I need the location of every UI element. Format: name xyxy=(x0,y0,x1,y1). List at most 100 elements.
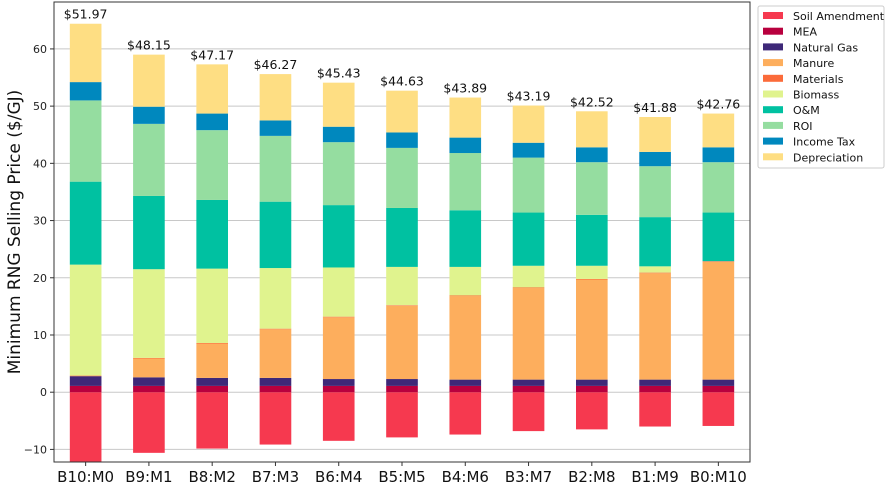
legend-label: Income Tax xyxy=(793,136,856,149)
bar-segment-mea xyxy=(512,385,545,393)
legend-swatch xyxy=(763,137,783,145)
bar-segment-natural-gas xyxy=(702,379,735,386)
bar-segment-roi xyxy=(576,162,608,215)
bar-segment-soil-amendment xyxy=(639,392,671,427)
bar-segment-depreciation xyxy=(196,64,228,114)
bar-segment-manure xyxy=(322,317,355,380)
bar-segment-natural-gas xyxy=(386,379,418,386)
x-tick-label: B7:M3 xyxy=(252,468,299,484)
bar-segment-natural-gas xyxy=(639,379,671,386)
bar-segment-manure xyxy=(196,343,228,378)
total-label: $46.27 xyxy=(254,57,298,72)
bar-segment-roi xyxy=(639,166,671,218)
legend-swatch xyxy=(763,90,783,98)
x-tick-label: B3:M7 xyxy=(505,468,552,484)
bar-segment-income-tax xyxy=(639,151,671,167)
bar-segment-mea xyxy=(259,385,292,393)
bar-segment-biomass xyxy=(322,267,355,317)
bar-segment-soil-amendment xyxy=(702,392,735,426)
legend-swatch xyxy=(763,106,783,114)
bar-segment-o-m xyxy=(386,207,418,267)
total-label: $51.97 xyxy=(64,7,108,22)
x-axis-ticks: B10:M0 B9:M1 B8:M2 B7:M3 B6:M4 B5:M5 B4:M6 B3:M… xyxy=(57,462,747,484)
bar-segment-mea xyxy=(386,385,418,393)
bar-segment-mea xyxy=(196,385,228,393)
legend-label: O&M xyxy=(793,104,820,117)
bar-segment-roi xyxy=(512,157,545,213)
bar-segment-income-tax xyxy=(322,126,355,143)
bar-segment-soil-amendment xyxy=(512,392,545,432)
bar-segment-materials xyxy=(196,342,228,344)
legend: Soil Amendment MEA Natural Gas Manure Materi… xyxy=(757,5,885,169)
bar-segment-materials xyxy=(386,305,418,306)
bar-segment-depreciation xyxy=(576,111,608,148)
bar-segment-depreciation xyxy=(449,97,482,138)
bar-segment-income-tax xyxy=(133,106,165,124)
bar-segment-income-tax xyxy=(702,147,735,163)
total-label: $44.63 xyxy=(380,74,424,89)
bar-segment-mea xyxy=(449,385,482,393)
bar-segment-o-m xyxy=(702,212,735,262)
bar-segment-depreciation xyxy=(512,105,545,143)
y-tick-label: 0 xyxy=(40,386,47,399)
legend-label: Materials xyxy=(793,73,844,86)
total-labels: $51.97 $48.15 $47.17 $46.27 $45.43 $44.63 $43.… xyxy=(64,7,741,115)
legend-frame xyxy=(757,5,885,169)
bar-segment-natural-gas xyxy=(196,377,228,386)
bar-segment-income-tax xyxy=(196,113,228,131)
bar-segment-materials xyxy=(259,328,292,330)
bars xyxy=(69,23,735,462)
bar-segment-o-m xyxy=(576,214,608,266)
bar-segment-income-tax xyxy=(576,147,608,163)
bar-segment-o-m xyxy=(449,210,482,267)
bar-segment-materials xyxy=(702,261,735,262)
bar-segment-biomass xyxy=(639,266,671,273)
bar-segment-biomass xyxy=(196,268,228,343)
bar-segment-soil-amendment xyxy=(576,392,608,430)
bar-segment-depreciation xyxy=(133,54,165,107)
legend-swatch xyxy=(763,27,783,35)
total-label: $47.17 xyxy=(190,47,234,62)
y-tick-label: −10 xyxy=(24,443,47,456)
bar-segment-roi xyxy=(259,135,292,202)
bar-segment-natural-gas xyxy=(322,379,355,386)
bar-segment-soil-amendment xyxy=(259,392,292,445)
bar-segment-income-tax xyxy=(386,132,418,148)
bar-segment-materials xyxy=(639,272,671,274)
bar-segment-manure xyxy=(512,288,545,380)
total-label: $48.15 xyxy=(127,38,171,53)
legend-label: Biomass xyxy=(793,89,840,102)
bar-segment-natural-gas xyxy=(133,377,165,386)
bar-segment-soil-amendment xyxy=(196,392,228,449)
bar-segment-depreciation xyxy=(322,82,355,127)
bar-segment-mea xyxy=(69,385,102,393)
bar-segment-depreciation xyxy=(639,117,671,152)
bar-segment-depreciation xyxy=(702,113,735,148)
bar-segment-materials xyxy=(449,295,482,297)
legend-swatch xyxy=(763,153,783,161)
bar-segment-depreciation xyxy=(259,74,292,121)
x-tick-label: B2:M8 xyxy=(568,468,615,484)
total-label: $42.52 xyxy=(570,94,614,109)
bar-segment-roi xyxy=(69,100,102,182)
y-axis-ticks: −10 0 10 20 30 40 50 60 xyxy=(24,43,54,456)
legend-label: Manure xyxy=(793,57,834,70)
legend-swatch xyxy=(763,121,783,129)
bar-segment-natural-gas xyxy=(576,379,608,386)
bar-segment-income-tax xyxy=(512,142,545,158)
legend-swatch xyxy=(763,74,783,82)
bar-segment-soil-amendment xyxy=(69,392,102,462)
bar-segment-income-tax xyxy=(259,120,292,136)
bar-segment-materials xyxy=(69,375,102,377)
legend-label: Depreciation xyxy=(793,151,863,164)
x-tick-label: B1:M9 xyxy=(631,468,678,484)
bar-segment-biomass xyxy=(386,266,418,306)
bar-segment-mea xyxy=(322,385,355,393)
bar-segment-roi xyxy=(449,153,482,211)
bar-segment-manure xyxy=(576,279,608,380)
legend-swatch xyxy=(763,59,783,67)
bar-segment-manure xyxy=(133,358,165,378)
bar-segment-manure xyxy=(449,296,482,380)
bar-segment-depreciation xyxy=(69,23,102,83)
y-tick-label: 10 xyxy=(33,329,47,342)
